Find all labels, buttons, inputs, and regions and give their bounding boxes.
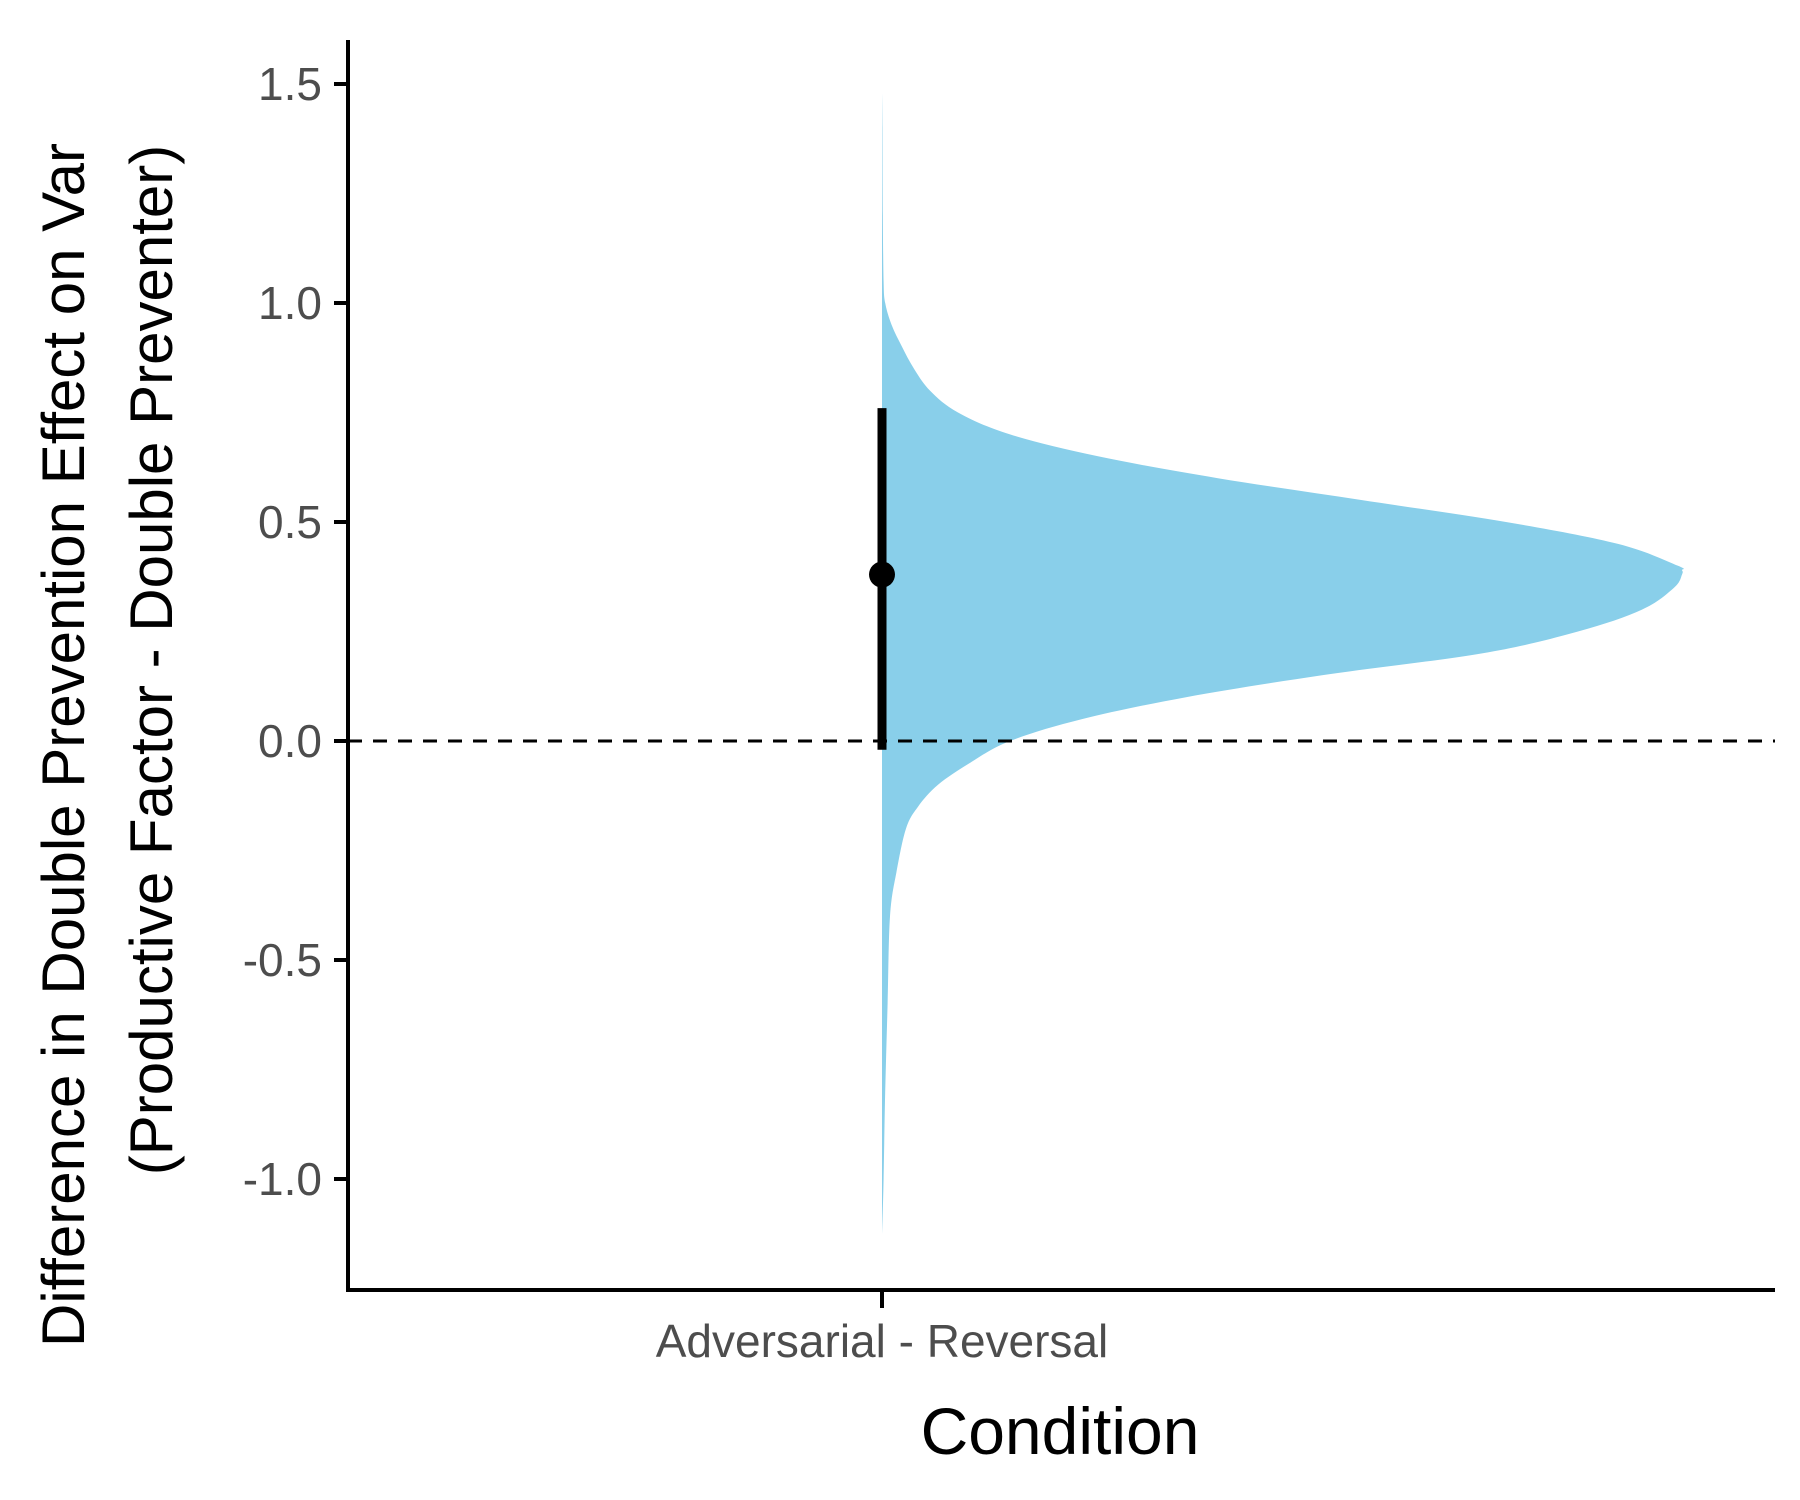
y-tick-label: 0.0 — [258, 715, 322, 767]
point-estimate — [869, 561, 895, 588]
axes: 1.5 1.0 0.5 0.0 -0.5 -1.0 Adversarial - Revers… — [243, 40, 1775, 1367]
y-axis-title-line1: Difference in Double Prevention Effect o… — [30, 143, 97, 1347]
x-tick-label: Adversarial - Reversal — [656, 1315, 1108, 1367]
y-tick-label: -0.5 — [243, 934, 322, 986]
y-tick-label: 1.5 — [258, 58, 322, 110]
y-tick-label: 0.5 — [258, 496, 322, 548]
x-axis-title: Condition — [921, 1394, 1200, 1468]
y-axis-title-line2: (Productive Factor - Double Preventer) — [118, 145, 185, 1175]
plot-area — [348, 90, 1775, 1241]
y-tick-label: 1.0 — [258, 277, 322, 329]
density-half-violin — [881, 90, 1684, 1241]
y-tick-label: -1.0 — [243, 1153, 322, 1205]
